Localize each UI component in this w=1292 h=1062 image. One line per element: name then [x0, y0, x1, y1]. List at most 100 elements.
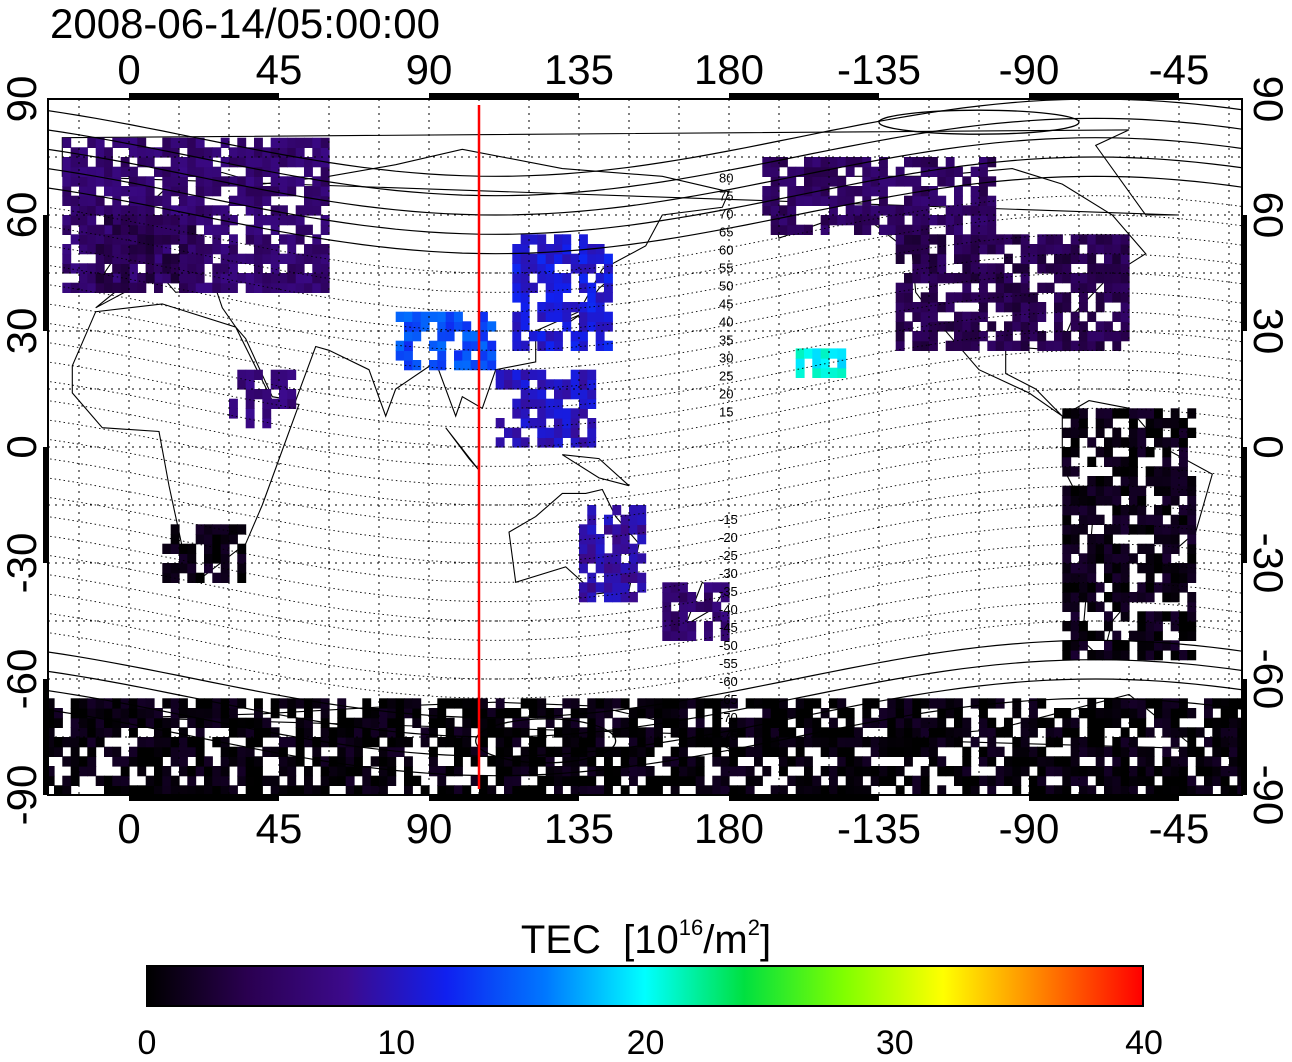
tec-cell — [779, 746, 788, 757]
tec-cell — [829, 746, 838, 757]
tec-cell — [487, 708, 497, 719]
tec-cell — [720, 582, 730, 593]
tec-cell — [962, 756, 972, 767]
tec-cell — [562, 427, 572, 438]
tec-cell — [970, 195, 980, 206]
colorbar-unit-suffix: ] — [759, 918, 772, 962]
tec-cell — [87, 215, 97, 226]
tec-cell — [1104, 321, 1113, 332]
tec-cell — [595, 244, 605, 255]
tec-cell — [295, 727, 305, 738]
contour-label: -55 — [719, 656, 738, 671]
tec-cell — [87, 137, 97, 148]
tec-cell — [1112, 717, 1122, 728]
tec-cell — [120, 263, 130, 274]
tec-cell — [604, 698, 613, 709]
tec-cell — [212, 572, 222, 583]
tec-cell — [270, 253, 280, 264]
tec-cell — [504, 737, 513, 748]
tec-cell — [112, 244, 122, 255]
tec-cell — [70, 708, 80, 719]
tec-cell — [845, 785, 855, 795]
tec-cell — [1104, 437, 1113, 448]
tec-cell — [804, 766, 813, 777]
tec-cell — [220, 553, 230, 564]
tec-cell — [179, 727, 188, 738]
tec-cell — [1120, 244, 1130, 255]
tec-cell — [679, 708, 688, 719]
tec-cell — [887, 775, 897, 786]
tec-cell — [579, 534, 588, 545]
tec-cell — [479, 785, 488, 795]
tec-cell — [62, 253, 72, 264]
tec-cell — [270, 775, 280, 786]
tec-cell — [604, 746, 613, 757]
tec-cell — [129, 717, 138, 728]
tec-cell — [162, 766, 172, 777]
tec-cell — [779, 176, 788, 187]
tec-cell — [604, 708, 613, 719]
tec-cell — [795, 367, 805, 378]
tec-cell — [879, 176, 888, 187]
magnetic-contour — [48, 523, 1242, 603]
tec-cell — [304, 244, 313, 255]
tec-cell — [1154, 650, 1163, 661]
tec-cell — [1020, 717, 1030, 728]
tec-cell — [220, 215, 230, 226]
tec-cell — [1045, 282, 1055, 293]
tec-cell — [1154, 553, 1163, 564]
tec-cell — [1179, 766, 1188, 777]
tec-cell — [495, 437, 505, 448]
tec-cell — [954, 737, 963, 748]
tec-cell — [1112, 775, 1122, 786]
tec-cell — [129, 253, 138, 264]
tec-cell — [595, 717, 605, 728]
tec-cell — [687, 698, 697, 709]
tec-cell — [887, 205, 897, 216]
tec-cell — [87, 166, 97, 177]
tec-cell — [87, 766, 97, 777]
tec-cell — [637, 514, 647, 525]
tec-cell — [720, 630, 730, 641]
tec-cell — [970, 292, 980, 303]
tec-cell — [570, 698, 580, 709]
tec-cell — [312, 234, 322, 245]
tec-cell — [1062, 553, 1072, 564]
tec-cell — [1037, 775, 1047, 786]
magnetic-contour — [48, 601, 1242, 680]
tec-cell — [1079, 572, 1088, 583]
tec-cell — [320, 727, 330, 738]
tec-cell — [954, 311, 963, 322]
tec-cell — [904, 746, 913, 757]
tec-cell — [829, 727, 838, 738]
tec-cell — [429, 746, 438, 757]
tec-cell — [162, 224, 172, 235]
tec-cell — [112, 166, 122, 177]
tec-cell — [312, 746, 322, 757]
tec-cell — [229, 253, 238, 264]
tec-cell — [837, 215, 847, 226]
tec-cell — [787, 205, 797, 216]
tec-cell — [945, 727, 955, 738]
tec-cell — [1087, 485, 1097, 496]
tec-cell — [679, 698, 688, 709]
tec-cell — [237, 756, 247, 767]
tec-cell — [187, 244, 197, 255]
contour-label: 70 — [719, 207, 733, 222]
tec-cell — [370, 785, 380, 795]
tec-cell — [145, 147, 155, 158]
tec-cell — [154, 282, 163, 293]
tec-cell — [1012, 775, 1022, 786]
tec-cell — [179, 186, 188, 197]
tec-cell — [945, 737, 955, 748]
tec-cell — [1095, 273, 1105, 284]
tec-cell — [637, 698, 647, 709]
tec-cell — [454, 785, 463, 795]
tec-cell — [904, 302, 913, 313]
tec-cell — [954, 321, 963, 332]
tec-cell — [320, 224, 330, 235]
tec-cell — [429, 727, 438, 738]
tec-cell — [604, 253, 613, 264]
tec-cell — [1004, 282, 1013, 293]
map-timestamp-title: 2008-06-14/05:00:00 — [50, 0, 440, 47]
